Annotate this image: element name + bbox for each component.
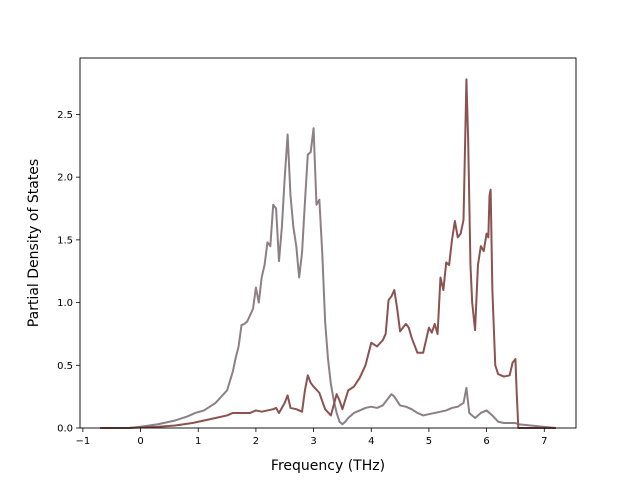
x-tick-label: 0 [137,436,143,447]
y-tick-label: 1.0 [57,298,73,309]
x-tick-label: −1 [76,436,91,447]
x-axis-label: Frequency (THz) [271,458,385,474]
y-tick-label: 0.0 [57,424,73,435]
x-tick-label: 1 [195,436,201,447]
series-line-1 [100,127,556,429]
x-tick-label: 6 [483,436,489,447]
y-axis-label: Partial Density of States [26,159,42,327]
y-tick-label: 2.5 [57,110,73,121]
series-lines [100,78,556,429]
y-axis-ticks: 0.0 0.5 1.0 1.5 2.0 2.5 [57,110,80,435]
y-tick-label: 2.0 [57,173,73,184]
y-tick-label: 0.5 [57,361,73,372]
x-tick-label: 2 [253,436,259,447]
x-tick-label: 4 [368,436,374,447]
x-tick-label: 3 [310,436,316,447]
series-line-2 [100,78,556,429]
x-axis-ticks: −1 0 1 2 3 4 5 6 7 [76,428,547,447]
x-tick-label: 5 [426,436,432,447]
x-tick-label: 7 [541,436,547,447]
axes-frame [79,57,577,429]
y-tick-label: 1.5 [57,235,73,246]
